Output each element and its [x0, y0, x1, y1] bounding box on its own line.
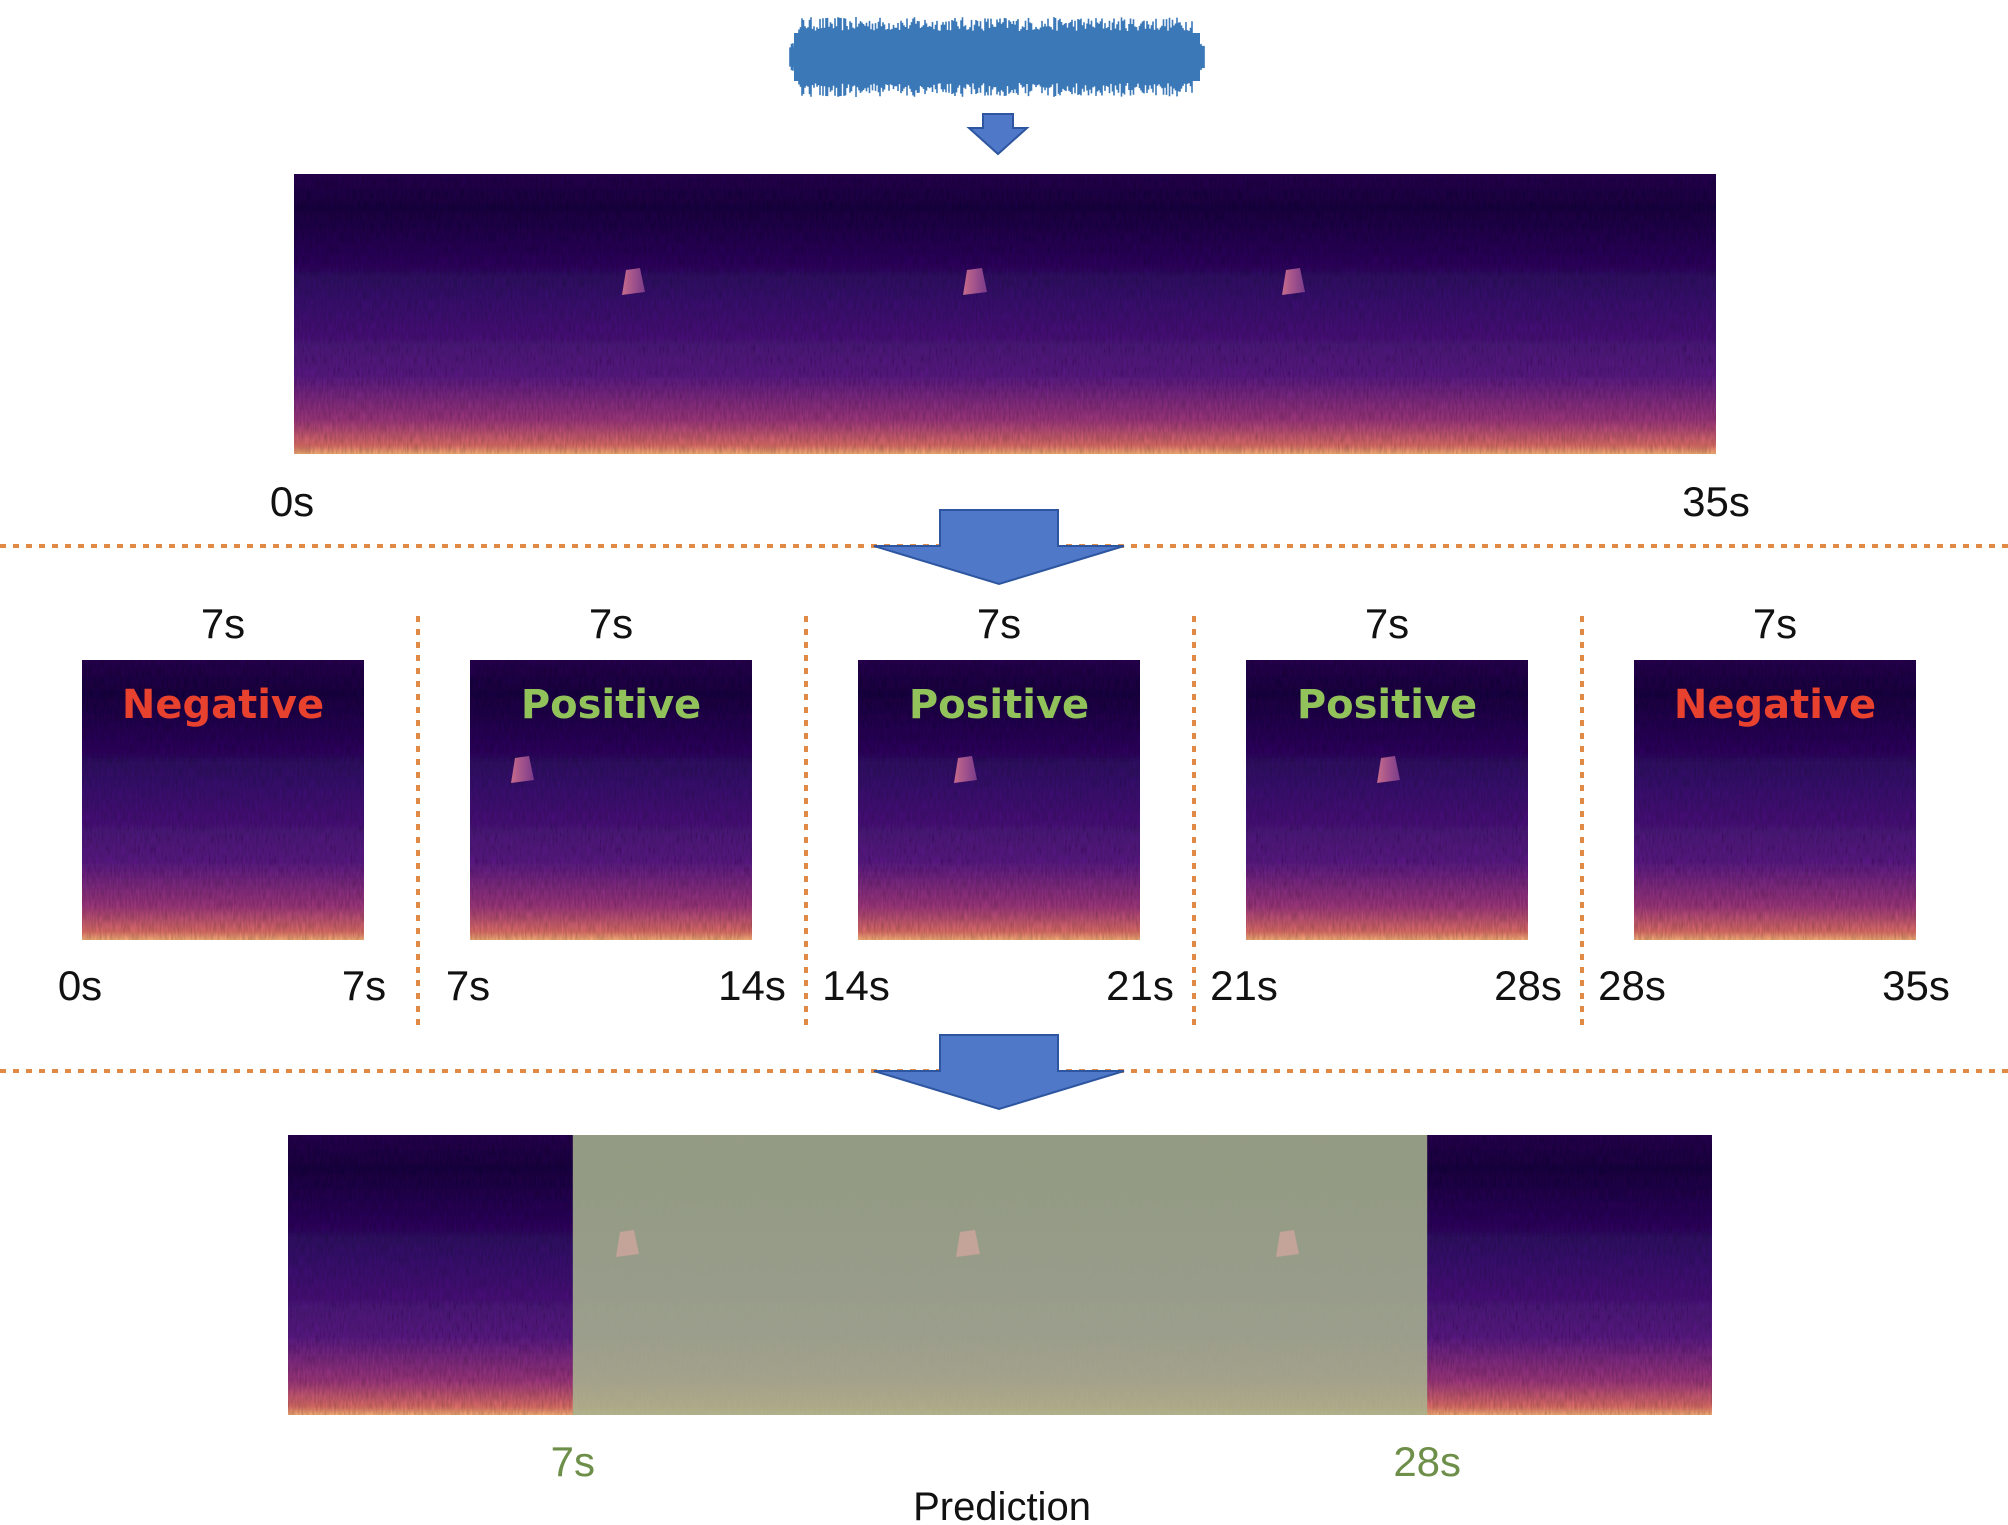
small-down-arrow-icon — [966, 113, 1030, 156]
chunk-end-label: 35s — [1882, 962, 1950, 1009]
chunk-start-label: 21s — [1210, 962, 1278, 1009]
chunk-2: 7s Positive 7s 14s — [446, 600, 786, 1009]
chunk-row: 7s Negative 0s 7s 7s Positive 7s 14s 7s Positive 1… — [58, 600, 1950, 1030]
call-mark — [1377, 756, 1400, 783]
prediction-end-label: 28s — [1393, 1438, 1461, 1485]
chunk-duration-label: 7s — [201, 600, 245, 647]
call-mark — [963, 268, 987, 295]
chunk-start-label: 7s — [446, 962, 490, 1009]
chunk-spectrogram — [470, 660, 752, 940]
full-spectrogram — [294, 174, 1716, 454]
large-down-arrow-icon — [873, 1034, 1125, 1111]
chunk-3: 7s Positive 14s 21s — [822, 600, 1174, 1009]
full-start-label: 0s — [270, 478, 314, 525]
call-mark — [1282, 268, 1305, 295]
chunk-end-label: 21s — [1106, 962, 1174, 1009]
chunk-spectrogram — [858, 660, 1140, 940]
chunk-class-label: Negative — [122, 682, 324, 728]
chunk-class-label: Positive — [521, 682, 701, 728]
chunk-start-label: 0s — [58, 962, 102, 1009]
call-mark — [616, 1230, 639, 1257]
waveform-body — [794, 33, 1200, 81]
chunk-end-label: 14s — [718, 962, 786, 1009]
prediction-spectrogram — [288, 1135, 1712, 1415]
call-mark — [1276, 1230, 1299, 1257]
chunk-start-label: 28s — [1598, 962, 1666, 1009]
chunk-5: 7s Negative 28s 35s — [1598, 600, 1950, 1009]
call-mark — [622, 268, 645, 295]
prediction-caption: Prediction — [913, 1485, 1091, 1525]
chunk-class-label: Positive — [1297, 682, 1477, 728]
call-mark — [954, 756, 977, 783]
chunk-spectrogram — [82, 660, 364, 940]
call-mark — [956, 1230, 980, 1257]
full-end-label: 35s — [1682, 478, 1750, 525]
chunk-end-label: 28s — [1494, 962, 1562, 1009]
chunk-spectrogram — [1634, 660, 1916, 940]
chunk-duration-label: 7s — [1753, 600, 1797, 647]
large-down-arrow-icon — [873, 509, 1125, 586]
chunk-duration-label: 7s — [977, 600, 1021, 647]
chunk-class-label: Positive — [909, 682, 1089, 728]
chunk-1: 7s Negative 0s 7s — [58, 600, 386, 1009]
chunk-4: 7s Positive 21s 28s — [1210, 600, 1562, 1009]
call-mark — [511, 756, 534, 783]
positive-region-overlay — [572, 1135, 1428, 1415]
chunk-duration-label: 7s — [589, 600, 633, 647]
chunk-end-label: 7s — [342, 962, 386, 1009]
chunk-spectrogram — [1246, 660, 1528, 940]
chunk-class-label: Negative — [1674, 682, 1876, 728]
prediction-start-label: 7s — [551, 1438, 595, 1485]
chunk-start-label: 14s — [822, 962, 890, 1009]
chunk-duration-label: 7s — [1365, 600, 1409, 647]
waveform — [789, 17, 1205, 97]
